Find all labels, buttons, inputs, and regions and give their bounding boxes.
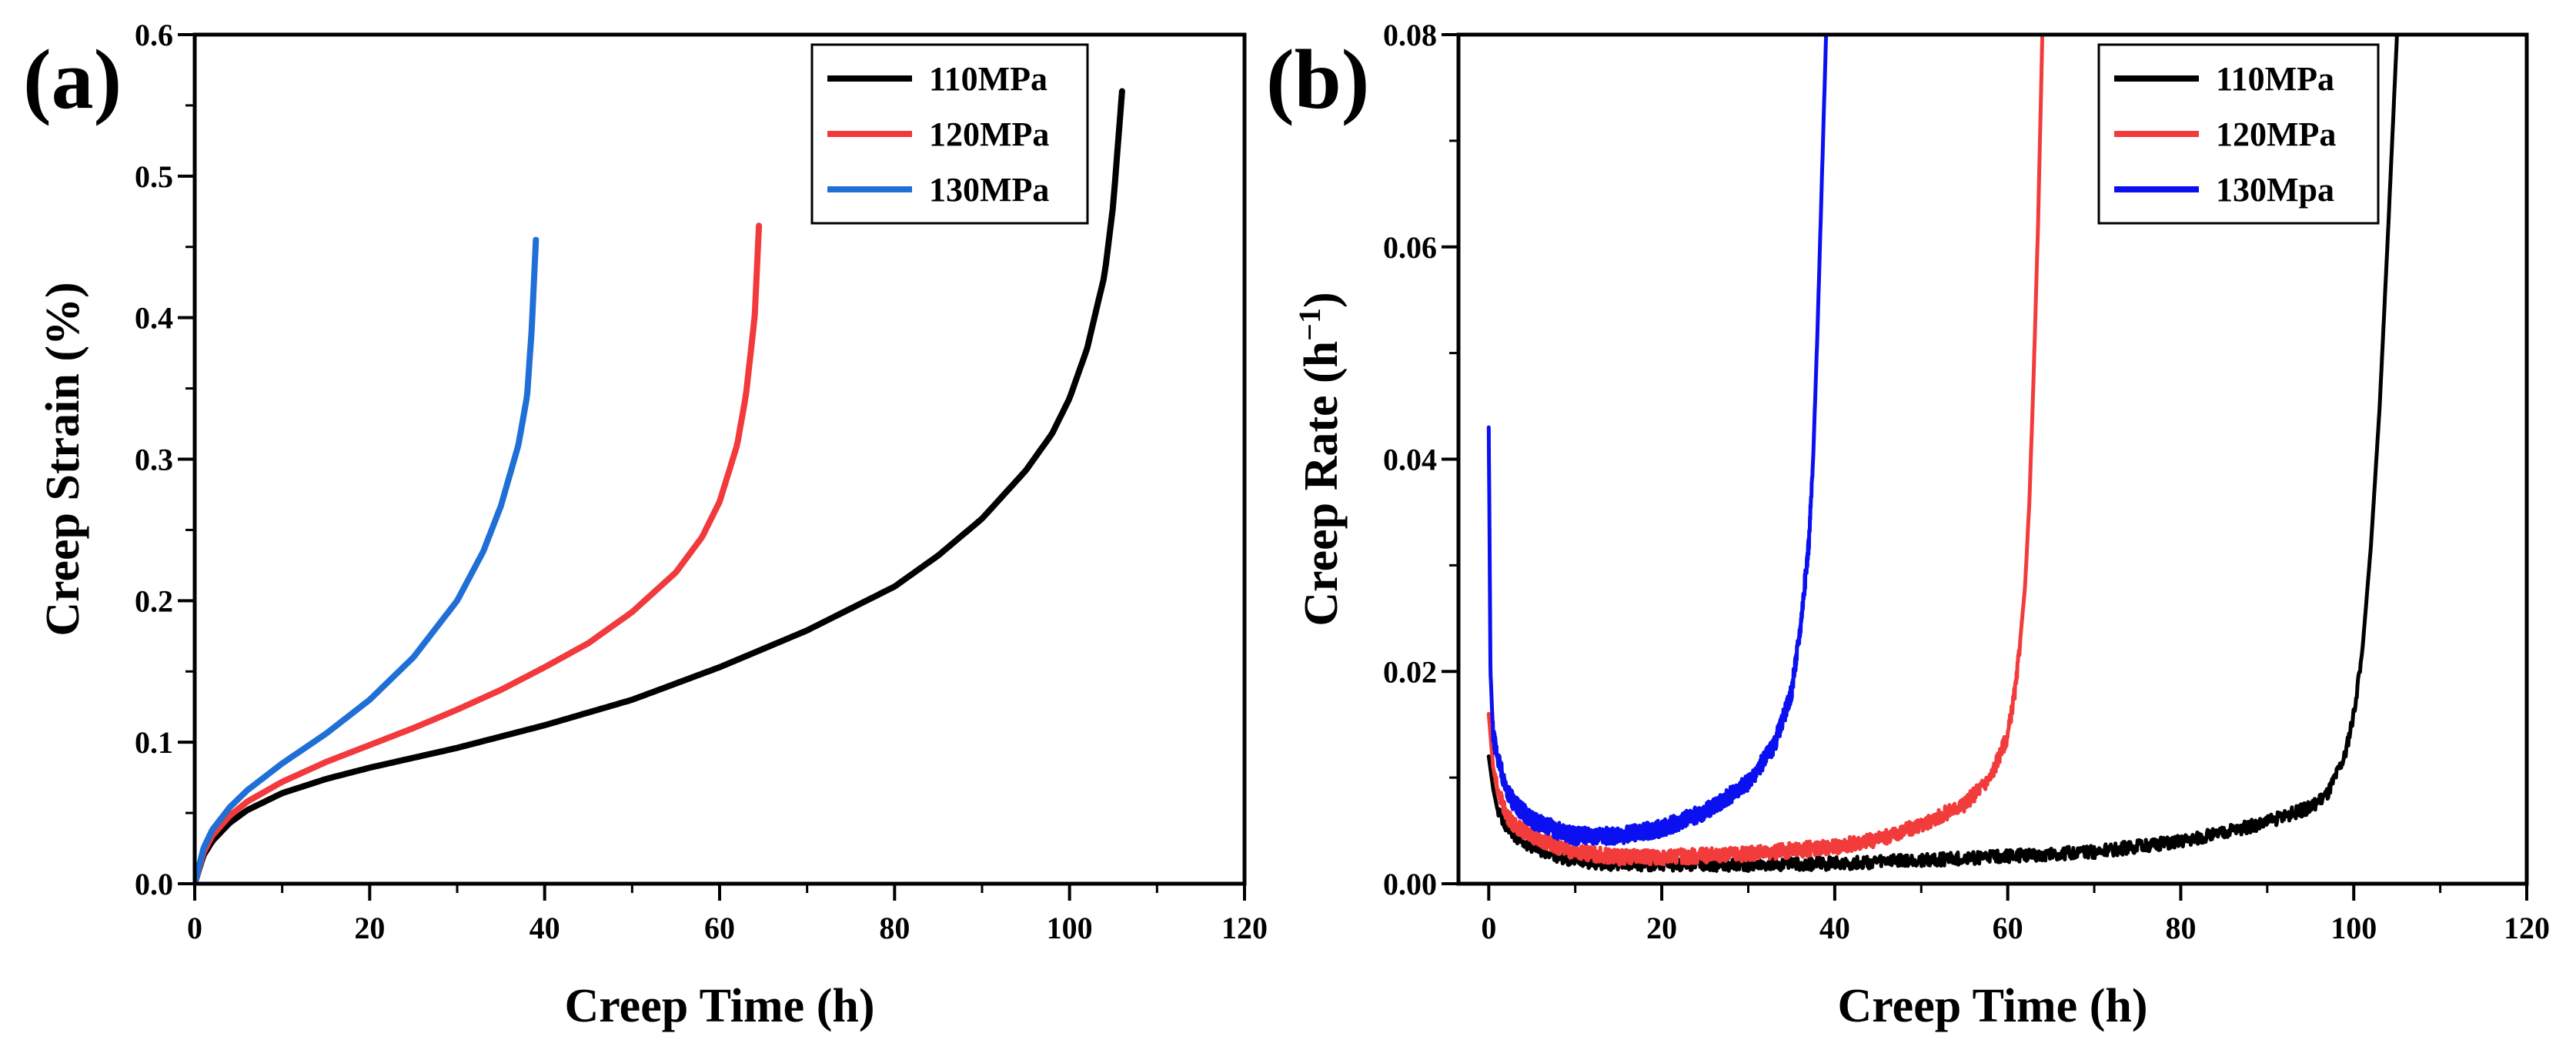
y-axis-title-main: Creep Rate (h [1295,341,1348,627]
y-tick-label: 0.5 [135,159,173,194]
x-tick-label: 60 [1993,911,2023,945]
legend-label: 110MPa [929,60,1047,98]
x-tick-label: 120 [2504,911,2550,945]
y-tick-label: 0.0 [135,867,173,901]
x-tick-label: 80 [2165,911,2196,945]
x-axis-title: Creep Time (h) [565,980,875,1032]
panel-b: 0 20 40 60 80 100 120 0.00 0.02 0.04 0.06 0.08 Creep… [1266,18,2550,1032]
legend-label: 130Mpa [2216,171,2334,209]
legend-label: 130MPa [929,171,1049,209]
series-line-120mpa [1486,35,2045,867]
legend-label: 110MPa [2216,60,2334,98]
x-tick-label: 20 [354,911,385,945]
legend-label: 120MPa [2216,115,2336,153]
y-axis-title: Creep Strain (%) [37,282,89,636]
y-tick-label: 0.06 [1383,230,1437,265]
series-group [195,88,1125,884]
x-tick-label: 40 [530,911,560,945]
y-tick-label: 0.02 [1383,654,1437,689]
x-tick-label: 60 [704,911,735,945]
series-line-130mpa [1486,35,1829,847]
y-axis-title-end: ) [1295,292,1348,308]
x-tick-label: 80 [879,911,910,945]
legend: 110MPa 120MPa 130Mpa [2097,43,2380,225]
y-tick-label: 0.04 [1383,443,1437,477]
x-tick-label: 100 [1047,911,1093,945]
series-line-120mpa [195,222,763,884]
x-tick-label: 40 [1819,911,1850,945]
y-axis-title: Creep Rate (h−1) [1292,292,1348,626]
panel-label: (a) [23,32,122,126]
y-tick-label: 0.4 [135,301,173,336]
y-tick-label: 0.3 [135,443,173,477]
x-axis-title: Creep Time (h) [1838,980,2148,1032]
y-tick-label: 0.2 [135,584,173,618]
y-tick-label: 0.08 [1383,18,1437,52]
panel-a: 0 20 40 60 80 100 120 0.0 0.1 0.2 0.3 0.4 0.5 0.6 Cree… [23,18,1268,1032]
series-line-110mpa [195,88,1125,884]
x-tick-label: 0 [187,911,202,945]
series-group [1486,35,2399,873]
y-axis-title-main: Creep Strain (%) [37,282,89,636]
series-line-110mpa [1486,35,2399,873]
legend: 110MPa 120MPa 130MPa [810,43,1089,225]
legend-label: 120MPa [929,115,1049,153]
x-tick-label: 100 [2330,911,2377,945]
x-tick-label: 120 [1221,911,1268,945]
panel-label: (b) [1266,32,1369,126]
x-tick-label: 20 [1646,911,1677,945]
y-tick-label: 0.1 [135,725,173,760]
x-tick-label: 0 [1481,911,1496,945]
y-tick-label: 0.6 [135,18,173,52]
series-line-130mpa [195,236,540,884]
y-tick-label: 0.00 [1383,867,1437,901]
y-axis-title-superscript: −1 [1292,308,1327,341]
